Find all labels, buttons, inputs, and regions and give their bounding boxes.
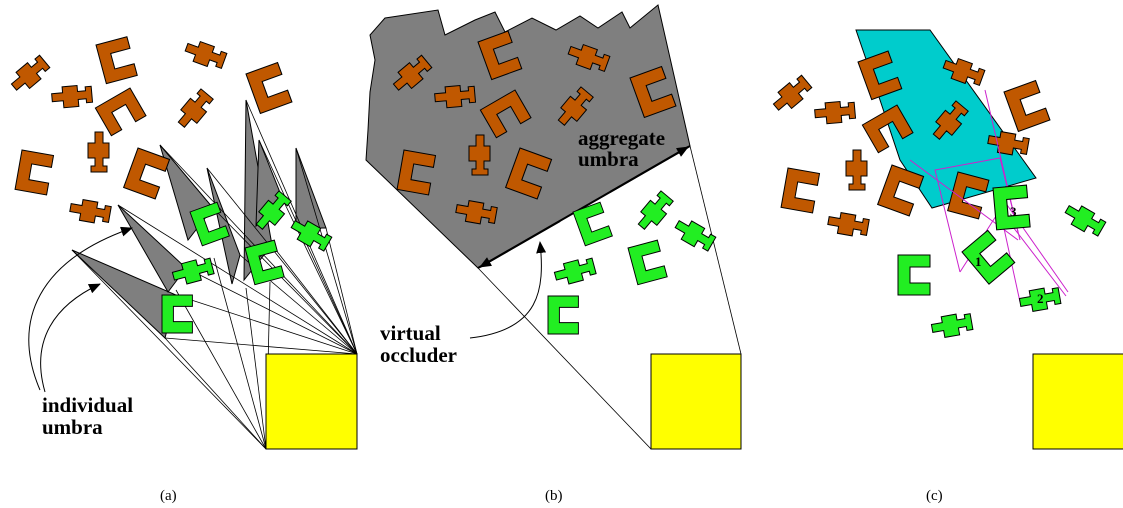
panel-b: virtual occluder aggregate umbra (b) [365,4,742,504]
aggregate-umbra-label-line1: aggregate [578,126,665,150]
individual-umbra-label-line1: individual [42,393,133,417]
caption-c: (c) [926,488,943,504]
object-cross [813,99,857,126]
object-cross [769,73,815,117]
panel-c: 3 1 2 (c) [769,29,1123,504]
object-bracket [1003,79,1051,132]
object-cross [929,311,974,340]
object-cross [671,214,718,255]
object-cross [173,87,217,133]
light-source [1032,353,1123,450]
object-bracket [94,87,147,137]
ray-b [477,267,652,450]
occluder-arrow-right [609,146,689,193]
object-cross [68,197,113,226]
callout-arrow [469,241,547,339]
object-cross [1061,199,1108,240]
virtual-occluder-label-line1: virtual [380,321,441,345]
object-cross [552,255,598,288]
object-bracket-1 [961,229,1016,285]
object-bracket [14,149,55,196]
callout-arrow [40,283,101,393]
umbra-wedge [117,204,187,293]
caption-b: (b) [545,488,563,504]
object-cross [87,131,110,173]
object-bracket [161,294,193,334]
object-cross [633,189,677,235]
object-cross [7,53,53,97]
individual-umbra-label-line2: umbra [42,415,103,439]
umbra-wedge [206,167,241,285]
object-number-1: 1 [975,254,982,269]
light-source [265,353,358,450]
object-bracket [244,239,285,286]
object-cross [845,149,868,191]
object-bracket [627,239,668,286]
caption-a: (a) [160,488,177,504]
object-cross [182,37,229,72]
virtual-occluder-label-line2: occluder [380,343,457,367]
object-cross [50,83,94,110]
visible-objects-c [897,184,1108,340]
object-bracket [897,254,931,296]
object-bracket [95,36,138,85]
object-cross [826,210,871,239]
aggregate-umbra-label-line2: umbra [578,147,639,171]
object-bracket [780,167,821,214]
panel-a: individual umbra (a) [7,36,358,504]
light-source [650,353,742,450]
object-number-3: 3 [1010,204,1017,219]
aggregate-umbra-region [365,4,691,269]
individual-umbra-wedges [71,99,327,339]
object-bracket [245,61,293,114]
callout-arrow [28,226,133,391]
occluder-arrow-left [479,220,561,268]
object-number-2: 2 [1037,291,1044,306]
ray-b [689,145,742,355]
object-bracket [547,295,579,335]
umbra-wedge [295,147,327,229]
